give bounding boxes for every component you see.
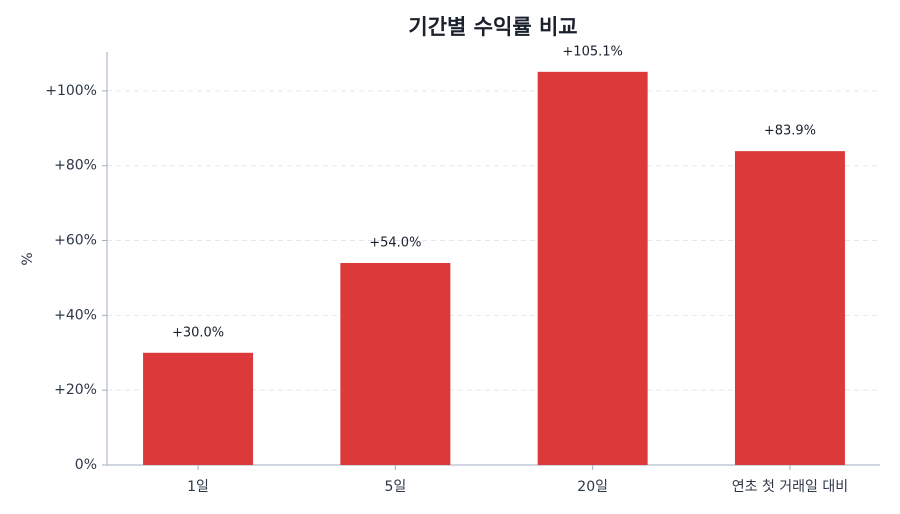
y-tick-label: +80%: [54, 158, 97, 174]
value-label: +105.1%: [562, 44, 622, 59]
y-tick-label: +60%: [54, 233, 97, 249]
bar: [340, 262, 451, 465]
x-tick-label: 20일: [577, 479, 608, 495]
value-label: +54.0%: [369, 235, 421, 250]
chart-title: 기간별 수익률 비교: [408, 15, 577, 39]
y-tick-label: +20%: [54, 382, 97, 398]
bar: [734, 151, 845, 466]
x-tick-label: 5일: [384, 479, 406, 495]
y-axis-label: %: [20, 252, 36, 265]
x-tick-label: 연초 첫 거래일 대비: [732, 479, 848, 495]
x-tick-label: 1일: [187, 479, 209, 495]
value-label: +30.0%: [172, 325, 224, 340]
y-tick-label: +40%: [54, 307, 97, 323]
y-tick-label: 0%: [75, 457, 97, 473]
y-tick-label: +100%: [45, 83, 97, 99]
bar: [143, 352, 254, 465]
bar: [537, 71, 648, 465]
value-label: +83.9%: [764, 124, 816, 139]
